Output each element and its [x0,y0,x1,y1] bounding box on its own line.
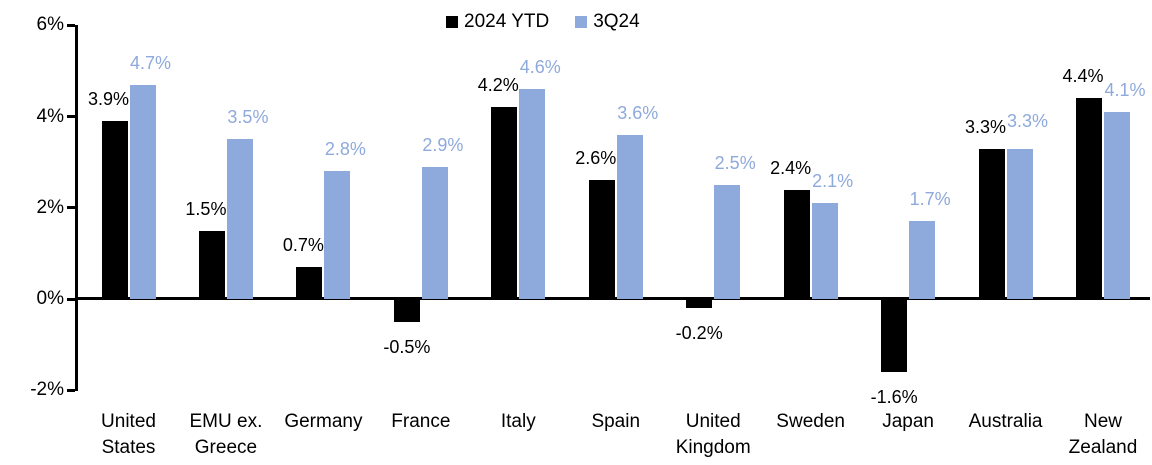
bar-3q24-1 [226,139,253,299]
bar-3q24-3 [421,166,448,299]
legend-swatch-2024-ytd-icon [446,16,458,28]
y-tick-mark [67,297,75,301]
value-label-3q24-10: 4.1% [1104,80,1146,101]
value-label-2024ytd-6: -0.2% [675,323,723,344]
bar-2024ytd-3 [393,299,420,322]
bar-2024ytd-7 [783,189,810,299]
value-label-2024ytd-5: 2.6% [575,148,617,169]
value-label-2024ytd-8: -1.6% [870,386,918,407]
bar-2024ytd-4 [491,107,518,299]
y-axis-tick-label: 0% [36,288,64,309]
value-label-2024ytd-3: -0.5% [383,336,431,357]
category-label-9: Australia [968,411,1043,432]
value-label-3q24-4: 4.6% [519,57,561,78]
y-tick-mark [67,115,75,119]
category-label-1: EMU ex. Greece [189,411,263,458]
bar-2024ytd-1 [198,230,225,299]
bar-3q24-2 [324,171,351,299]
category-label-10: New Zealand [1068,411,1138,458]
bar-2024ytd-6 [686,299,713,309]
bar-3q24-5 [616,134,643,299]
y-axis-tick-label: 6% [36,14,64,36]
bar-2024ytd-5 [588,180,615,299]
y-axis-tick-label: 2% [36,196,64,218]
value-label-2024ytd-4: 4.2% [477,75,519,96]
value-label-3q24-1: 3.5% [227,107,269,128]
bar-3q24-0 [129,84,156,299]
value-label-3q24-6: 2.5% [714,153,756,173]
value-label-3q24-8: 1.7% [909,189,951,210]
bar-2024ytd-10 [1076,98,1102,299]
category-label-3: France [391,411,451,432]
value-label-2024ytd-9: 3.3% [965,116,1007,137]
category-label-2: Germany [284,411,363,432]
y-axis-tick-label: -2% [30,379,64,401]
category-label-7: Sweden [776,411,845,432]
bar-3q24-4 [519,89,546,299]
bar-2024ytd-2 [296,267,323,299]
category-label-6: United Kingdom [675,411,751,458]
value-label-2024ytd-10: 4.4% [1062,66,1104,87]
legend-item-2024-ytd: 2024 YTD [446,12,549,32]
chart-legend: 2024 YTD 3Q24 [446,12,640,32]
value-label-2024ytd-0: 3.9% [87,89,130,110]
bar-3q24-6 [714,185,741,299]
legend-swatch-3q24-icon [575,16,588,28]
legend-item-3q24: 3Q24 [575,11,640,32]
y-tick-mark [67,388,75,392]
value-label-3q24-2: 2.8% [324,139,366,160]
bar-3q24-10 [1104,112,1130,299]
legend-label-2024-ytd: 2024 YTD [464,11,550,32]
bar-3q24-8 [909,221,936,299]
category-label-8: Japan [882,411,934,432]
bar-2024ytd-9 [978,148,1005,299]
y-tick-mark [67,206,75,210]
y-axis-tick-label: 4% [36,105,64,127]
bar-2024ytd-8 [881,299,908,372]
value-label-2024ytd-7: 2.4% [770,157,812,178]
y-axis-line [75,25,78,391]
value-label-3q24-5: 3.6% [617,102,659,123]
category-label-5: Spain [591,411,641,432]
bar-3q24-7 [811,203,838,299]
value-label-3q24-3: 2.9% [422,134,464,155]
value-label-2024ytd-2: 0.7% [282,235,324,256]
value-label-3q24-7: 2.1% [812,171,854,192]
value-label-3q24-0: 4.7% [129,52,172,73]
bar-3q24-9 [1006,148,1033,299]
bar-2024ytd-0 [101,121,128,299]
y-tick-mark [67,23,75,27]
category-label-0: United States [101,411,156,458]
legend-label-3q24: 3Q24 [593,11,640,32]
value-label-2024ytd-1: 1.5% [185,198,227,219]
value-label-3q24-9: 3.3% [1007,110,1049,131]
category-label-4: Italy [500,411,536,432]
